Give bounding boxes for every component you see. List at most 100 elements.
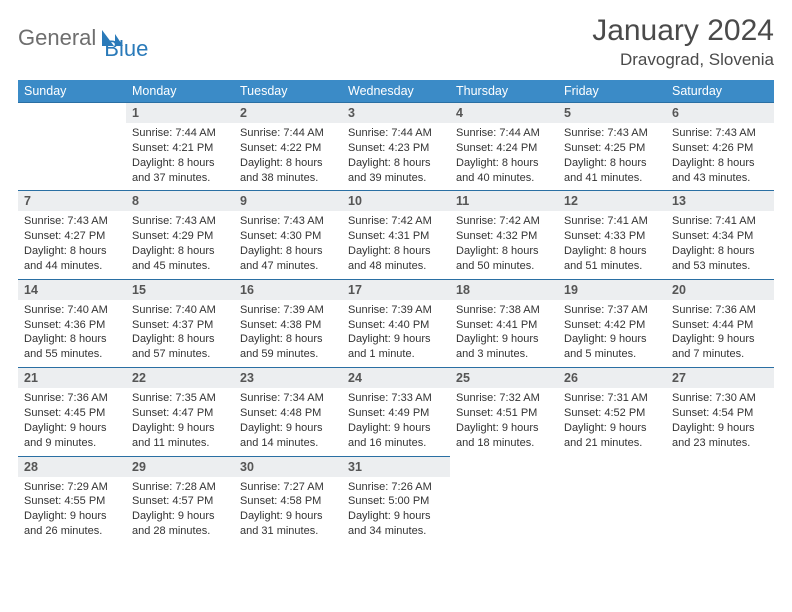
day-details: Sunrise: 7:43 AMSunset: 4:25 PMDaylight:… — [558, 123, 666, 190]
day-details: Sunrise: 7:42 AMSunset: 4:32 PMDaylight:… — [450, 211, 558, 278]
calendar-table: Sunday Monday Tuesday Wednesday Thursday… — [18, 80, 774, 544]
day-number: 24 — [342, 368, 450, 388]
day-number: 6 — [666, 103, 774, 123]
calendar-cell: 16Sunrise: 7:39 AMSunset: 4:38 PMDayligh… — [234, 279, 342, 367]
day-details: Sunrise: 7:34 AMSunset: 4:48 PMDaylight:… — [234, 388, 342, 455]
brand-logo: General Blue — [18, 14, 148, 62]
weekday-header: Tuesday — [234, 80, 342, 103]
day-details: Sunrise: 7:36 AMSunset: 4:45 PMDaylight:… — [18, 388, 126, 455]
calendar-cell: 26Sunrise: 7:31 AMSunset: 4:52 PMDayligh… — [558, 368, 666, 456]
day-number: 17 — [342, 280, 450, 300]
day-details: Sunrise: 7:44 AMSunset: 4:24 PMDaylight:… — [450, 123, 558, 190]
calendar-row: 28Sunrise: 7:29 AMSunset: 4:55 PMDayligh… — [18, 456, 774, 544]
day-details: Sunrise: 7:38 AMSunset: 4:41 PMDaylight:… — [450, 300, 558, 367]
day-details: Sunrise: 7:44 AMSunset: 4:21 PMDaylight:… — [126, 123, 234, 190]
day-details: Sunrise: 7:29 AMSunset: 4:55 PMDaylight:… — [18, 477, 126, 544]
calendar-row: 21Sunrise: 7:36 AMSunset: 4:45 PMDayligh… — [18, 368, 774, 456]
calendar-cell: 29Sunrise: 7:28 AMSunset: 4:57 PMDayligh… — [126, 456, 234, 544]
calendar-cell: 15Sunrise: 7:40 AMSunset: 4:37 PMDayligh… — [126, 279, 234, 367]
day-number: 23 — [234, 368, 342, 388]
location: Dravograd, Slovenia — [592, 50, 774, 70]
day-details: Sunrise: 7:31 AMSunset: 4:52 PMDaylight:… — [558, 388, 666, 455]
calendar-cell: 25Sunrise: 7:32 AMSunset: 4:51 PMDayligh… — [450, 368, 558, 456]
day-number: 20 — [666, 280, 774, 300]
calendar-cell: 21Sunrise: 7:36 AMSunset: 4:45 PMDayligh… — [18, 368, 126, 456]
calendar-cell: 18Sunrise: 7:38 AMSunset: 4:41 PMDayligh… — [450, 279, 558, 367]
day-number: 18 — [450, 280, 558, 300]
calendar-cell: 10Sunrise: 7:42 AMSunset: 4:31 PMDayligh… — [342, 191, 450, 279]
day-details: Sunrise: 7:43 AMSunset: 4:26 PMDaylight:… — [666, 123, 774, 190]
day-number: 30 — [234, 457, 342, 477]
calendar-cell: 11Sunrise: 7:42 AMSunset: 4:32 PMDayligh… — [450, 191, 558, 279]
calendar-cell — [666, 456, 774, 544]
calendar-cell: 28Sunrise: 7:29 AMSunset: 4:55 PMDayligh… — [18, 456, 126, 544]
calendar-cell: 7Sunrise: 7:43 AMSunset: 4:27 PMDaylight… — [18, 191, 126, 279]
day-number: 5 — [558, 103, 666, 123]
day-number: 4 — [450, 103, 558, 123]
day-details: Sunrise: 7:37 AMSunset: 4:42 PMDaylight:… — [558, 300, 666, 367]
brand-part2: Blue — [104, 36, 148, 62]
day-details: Sunrise: 7:43 AMSunset: 4:27 PMDaylight:… — [18, 211, 126, 278]
day-number: 27 — [666, 368, 774, 388]
day-number: 14 — [18, 280, 126, 300]
calendar-cell: 31Sunrise: 7:26 AMSunset: 5:00 PMDayligh… — [342, 456, 450, 544]
day-number: 8 — [126, 191, 234, 211]
calendar-cell: 17Sunrise: 7:39 AMSunset: 4:40 PMDayligh… — [342, 279, 450, 367]
day-details: Sunrise: 7:30 AMSunset: 4:54 PMDaylight:… — [666, 388, 774, 455]
day-details: Sunrise: 7:26 AMSunset: 5:00 PMDaylight:… — [342, 477, 450, 544]
weekday-header: Saturday — [666, 80, 774, 103]
calendar-cell: 30Sunrise: 7:27 AMSunset: 4:58 PMDayligh… — [234, 456, 342, 544]
calendar-cell: 27Sunrise: 7:30 AMSunset: 4:54 PMDayligh… — [666, 368, 774, 456]
day-details: Sunrise: 7:33 AMSunset: 4:49 PMDaylight:… — [342, 388, 450, 455]
day-details: Sunrise: 7:41 AMSunset: 4:33 PMDaylight:… — [558, 211, 666, 278]
calendar-cell: 1Sunrise: 7:44 AMSunset: 4:21 PMDaylight… — [126, 103, 234, 191]
day-number: 31 — [342, 457, 450, 477]
day-number: 21 — [18, 368, 126, 388]
calendar-cell: 8Sunrise: 7:43 AMSunset: 4:29 PMDaylight… — [126, 191, 234, 279]
calendar-cell — [558, 456, 666, 544]
day-details: Sunrise: 7:27 AMSunset: 4:58 PMDaylight:… — [234, 477, 342, 544]
calendar-row: 14Sunrise: 7:40 AMSunset: 4:36 PMDayligh… — [18, 279, 774, 367]
calendar-cell: 20Sunrise: 7:36 AMSunset: 4:44 PMDayligh… — [666, 279, 774, 367]
calendar-cell: 2Sunrise: 7:44 AMSunset: 4:22 PMDaylight… — [234, 103, 342, 191]
day-number: 2 — [234, 103, 342, 123]
day-details: Sunrise: 7:43 AMSunset: 4:30 PMDaylight:… — [234, 211, 342, 278]
calendar-cell: 5Sunrise: 7:43 AMSunset: 4:25 PMDaylight… — [558, 103, 666, 191]
day-details: Sunrise: 7:28 AMSunset: 4:57 PMDaylight:… — [126, 477, 234, 544]
day-details: Sunrise: 7:40 AMSunset: 4:36 PMDaylight:… — [18, 300, 126, 367]
calendar-cell: 24Sunrise: 7:33 AMSunset: 4:49 PMDayligh… — [342, 368, 450, 456]
day-number: 22 — [126, 368, 234, 388]
weekday-header: Thursday — [450, 80, 558, 103]
day-details: Sunrise: 7:42 AMSunset: 4:31 PMDaylight:… — [342, 211, 450, 278]
calendar-row: 1Sunrise: 7:44 AMSunset: 4:21 PMDaylight… — [18, 103, 774, 191]
day-details: Sunrise: 7:36 AMSunset: 4:44 PMDaylight:… — [666, 300, 774, 367]
day-number: 7 — [18, 191, 126, 211]
day-details: Sunrise: 7:35 AMSunset: 4:47 PMDaylight:… — [126, 388, 234, 455]
day-details: Sunrise: 7:41 AMSunset: 4:34 PMDaylight:… — [666, 211, 774, 278]
day-number: 26 — [558, 368, 666, 388]
day-number: 19 — [558, 280, 666, 300]
calendar-cell: 23Sunrise: 7:34 AMSunset: 4:48 PMDayligh… — [234, 368, 342, 456]
calendar-cell — [450, 456, 558, 544]
day-number: 16 — [234, 280, 342, 300]
day-number: 12 — [558, 191, 666, 211]
day-number: 10 — [342, 191, 450, 211]
day-details: Sunrise: 7:39 AMSunset: 4:40 PMDaylight:… — [342, 300, 450, 367]
calendar-cell: 3Sunrise: 7:44 AMSunset: 4:23 PMDaylight… — [342, 103, 450, 191]
brand-part1: General — [18, 25, 96, 51]
day-number: 25 — [450, 368, 558, 388]
day-number: 13 — [666, 191, 774, 211]
weekday-header: Wednesday — [342, 80, 450, 103]
month-title: January 2024 — [592, 14, 774, 48]
day-number: 3 — [342, 103, 450, 123]
calendar-cell: 6Sunrise: 7:43 AMSunset: 4:26 PMDaylight… — [666, 103, 774, 191]
day-details: Sunrise: 7:43 AMSunset: 4:29 PMDaylight:… — [126, 211, 234, 278]
weekday-header: Monday — [126, 80, 234, 103]
calendar-cell: 9Sunrise: 7:43 AMSunset: 4:30 PMDaylight… — [234, 191, 342, 279]
weekday-header: Sunday — [18, 80, 126, 103]
calendar-cell: 19Sunrise: 7:37 AMSunset: 4:42 PMDayligh… — [558, 279, 666, 367]
day-number: 9 — [234, 191, 342, 211]
day-details: Sunrise: 7:32 AMSunset: 4:51 PMDaylight:… — [450, 388, 558, 455]
day-details: Sunrise: 7:40 AMSunset: 4:37 PMDaylight:… — [126, 300, 234, 367]
calendar-cell: 4Sunrise: 7:44 AMSunset: 4:24 PMDaylight… — [450, 103, 558, 191]
